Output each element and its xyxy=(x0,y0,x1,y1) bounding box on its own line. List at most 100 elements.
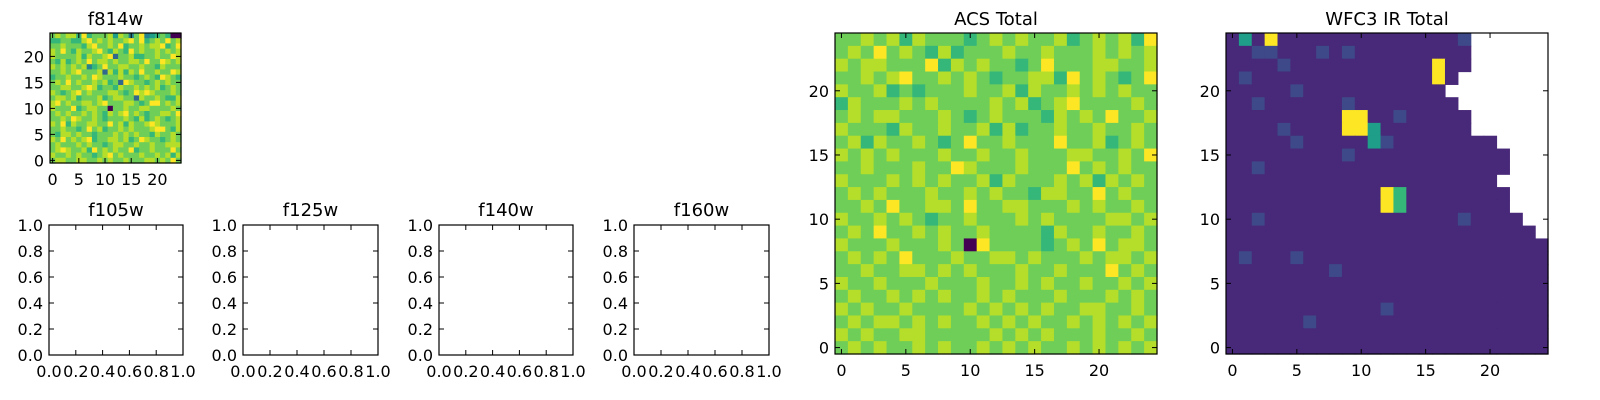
heatmap-cell xyxy=(144,74,151,81)
heatmap-cell xyxy=(118,157,124,164)
heatmap-cell xyxy=(1105,238,1119,252)
heatmap-cell xyxy=(1432,174,1446,188)
heatmap-cell xyxy=(70,152,77,159)
heatmap-cell xyxy=(1251,302,1266,317)
heatmap-cell xyxy=(1303,45,1317,60)
heatmap-cell xyxy=(1354,289,1369,304)
heatmap-cell xyxy=(1380,45,1395,60)
heatmap-cell xyxy=(1015,110,1029,124)
heatmap-cell xyxy=(50,59,56,65)
heatmap-cell xyxy=(1329,341,1343,355)
heatmap-cell xyxy=(1380,33,1395,47)
heatmap-cell xyxy=(175,64,182,70)
heatmap-cell xyxy=(65,105,72,112)
heatmap-cell xyxy=(860,238,875,252)
heatmap-cell xyxy=(1264,302,1279,317)
heatmap-cell xyxy=(1041,251,1055,265)
heatmap-cell xyxy=(160,121,166,128)
y-tick-label: 0 xyxy=(819,339,829,358)
heatmap-cell xyxy=(847,97,862,111)
heatmap-cell xyxy=(1457,212,1472,227)
heatmap-cell xyxy=(1444,276,1459,291)
heatmap-cell xyxy=(149,121,156,128)
heatmap-cell xyxy=(102,64,109,70)
heatmap-cell xyxy=(1066,97,1081,111)
heatmap-cell xyxy=(1264,187,1279,201)
heatmap-cell xyxy=(1092,315,1107,329)
heatmap-cell xyxy=(112,69,119,76)
heatmap-cell xyxy=(938,71,952,85)
heatmap-cell xyxy=(1118,251,1132,265)
heatmap-cell xyxy=(873,251,888,265)
panel-title: f160w xyxy=(674,200,729,221)
heatmap-cell xyxy=(1406,148,1420,162)
heatmap-cell xyxy=(81,147,88,154)
heatmap-cell xyxy=(149,79,156,86)
heatmap-cell xyxy=(912,251,926,265)
heatmap-cell xyxy=(112,33,119,39)
heatmap-cell xyxy=(1406,199,1420,214)
heatmap-cell xyxy=(1329,328,1343,342)
heatmap-cell xyxy=(873,341,888,355)
y-tick-label: 0.0 xyxy=(18,346,43,365)
heatmap-cell xyxy=(1406,212,1420,227)
x-tick-label: 0.4 xyxy=(90,362,115,381)
heatmap-cell xyxy=(873,289,888,304)
heatmap-cell xyxy=(1496,199,1510,214)
heatmap-cell xyxy=(1483,161,1498,175)
heatmap-cell xyxy=(1329,302,1343,317)
heatmap-cell xyxy=(860,135,875,150)
heatmap-cell xyxy=(165,90,172,96)
heatmap-cell xyxy=(97,43,103,50)
heatmap-cell xyxy=(1406,251,1420,265)
heatmap-cell xyxy=(107,142,114,148)
heatmap-cell xyxy=(139,74,145,81)
heatmap-cell xyxy=(1092,289,1107,304)
heatmap-cell xyxy=(1041,33,1055,47)
heatmap-cell xyxy=(1066,238,1081,252)
heatmap-cell xyxy=(938,328,952,342)
heatmap-cell xyxy=(1290,33,1304,47)
heatmap-cell xyxy=(1419,341,1433,355)
heatmap-cell xyxy=(76,85,83,91)
heatmap-cell xyxy=(165,43,172,50)
heatmap-cell xyxy=(925,161,939,175)
heatmap-cell xyxy=(107,152,114,159)
heatmap-cell xyxy=(81,100,88,107)
heatmap-cell xyxy=(102,116,109,122)
heatmap-cell xyxy=(1406,71,1420,85)
heatmap-cell xyxy=(1380,251,1395,265)
heatmap-cell xyxy=(899,225,913,240)
heatmap-cell xyxy=(1079,341,1094,355)
heatmap-cell xyxy=(989,135,1004,150)
x-tick-label: 1.0 xyxy=(756,362,781,381)
heatmap-cell xyxy=(847,212,862,227)
heatmap-cell xyxy=(1432,328,1446,342)
heatmap-cell xyxy=(128,90,135,96)
heatmap-cell xyxy=(1367,33,1382,47)
heatmap-cell xyxy=(1105,212,1119,227)
heatmap-cell xyxy=(86,59,93,65)
heatmap-cell xyxy=(938,135,952,150)
heatmap-cell xyxy=(1041,238,1055,252)
heatmap-cell xyxy=(950,110,965,124)
heatmap-cell xyxy=(912,45,926,60)
heatmap-cell xyxy=(107,43,114,50)
heatmap-cell xyxy=(1118,58,1132,73)
heatmap-cell xyxy=(1251,161,1266,175)
heatmap-cell xyxy=(938,174,952,188)
heatmap-cell xyxy=(860,341,875,355)
heatmap-cell xyxy=(160,142,166,148)
heatmap-cell xyxy=(1053,84,1068,98)
heatmap-cell xyxy=(1144,264,1158,278)
heatmap-cell xyxy=(139,157,145,164)
heatmap-cell xyxy=(154,111,161,117)
heatmap-cell xyxy=(950,187,965,201)
heatmap-cell xyxy=(976,264,991,278)
heatmap-cell xyxy=(1380,289,1395,304)
heatmap-cell xyxy=(950,148,965,162)
heatmap-cell xyxy=(160,157,166,164)
heatmap-cell xyxy=(170,38,177,44)
y-tick-label: 10 xyxy=(24,99,44,118)
heatmap-cell xyxy=(55,142,62,148)
